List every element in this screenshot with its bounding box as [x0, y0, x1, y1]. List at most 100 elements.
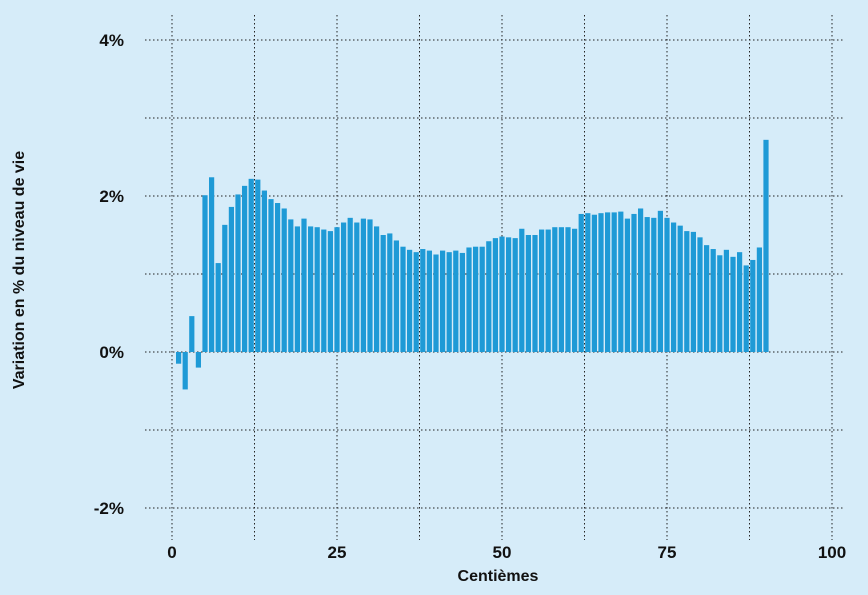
bar [360, 218, 366, 352]
bar [473, 246, 479, 352]
bar [446, 252, 452, 352]
bar [433, 254, 439, 352]
bar [288, 219, 294, 352]
bar [525, 235, 531, 352]
bar [611, 212, 617, 352]
bar [235, 194, 241, 352]
bar [268, 199, 274, 352]
bar [697, 237, 703, 352]
bar [545, 229, 551, 352]
bar [321, 229, 327, 352]
bar [354, 222, 360, 352]
bar [671, 222, 677, 352]
bar [327, 231, 333, 352]
bar [664, 217, 670, 352]
y-tick-label: 2% [99, 187, 124, 206]
y-tick-label: 0% [99, 343, 124, 362]
bar [651, 217, 657, 352]
bar [479, 246, 485, 352]
bar [387, 233, 393, 352]
bar [407, 249, 413, 352]
bar [763, 139, 769, 352]
bar [182, 352, 188, 390]
bar [189, 316, 195, 352]
bar [248, 178, 254, 352]
bar [756, 247, 762, 352]
bar [704, 245, 710, 352]
bar [552, 227, 558, 352]
bar [565, 227, 571, 352]
bar [730, 256, 736, 352]
x-tick-label: 50 [493, 543, 512, 562]
bar [308, 226, 314, 352]
bar [618, 211, 624, 352]
x-tick-labels: 0 25 50 75 100 [167, 543, 846, 562]
x-tick-label: 0 [167, 543, 176, 562]
bar [717, 255, 723, 352]
bar [466, 247, 472, 352]
bar [677, 225, 683, 352]
bar [710, 249, 716, 352]
bar [723, 249, 729, 352]
bar [631, 213, 637, 352]
bars-layer [176, 139, 769, 390]
bar [275, 203, 281, 352]
bar [453, 250, 459, 352]
bar [684, 231, 690, 352]
bar [690, 231, 696, 352]
x-tick-label: 100 [818, 543, 846, 562]
bar [242, 185, 248, 352]
bar [605, 212, 611, 352]
bar [459, 252, 465, 352]
bar [426, 250, 432, 352]
bar [585, 213, 591, 352]
y-axis-title: Variation en % du niveau de vie [11, 151, 28, 389]
bar [598, 213, 604, 352]
bar [380, 235, 386, 352]
bar [737, 252, 743, 352]
bar [176, 352, 182, 364]
y-tick-labels: -2% 0% 2% 4% [94, 31, 124, 518]
bar [294, 226, 300, 352]
bar [750, 259, 756, 352]
bar [638, 208, 644, 352]
bar [420, 249, 426, 352]
bar [195, 352, 201, 368]
bar [261, 190, 267, 352]
bar [624, 218, 630, 352]
y-tick-label: -2% [94, 499, 124, 518]
bar [657, 210, 663, 352]
bar [334, 227, 340, 352]
bar [281, 208, 287, 352]
bar [255, 179, 261, 352]
bar [519, 228, 525, 352]
y-tick-label: 4% [99, 31, 124, 50]
bar [440, 250, 446, 352]
bar [301, 218, 307, 352]
bar [486, 241, 492, 352]
bar [512, 238, 518, 352]
grid-layer [145, 15, 845, 540]
bar [413, 252, 419, 352]
bar [222, 224, 228, 352]
bar [341, 222, 347, 352]
bar [314, 227, 320, 352]
bar [492, 238, 498, 352]
bar [743, 265, 749, 352]
bar [393, 240, 399, 352]
bar [202, 195, 208, 352]
bar [347, 217, 353, 352]
bar [209, 177, 215, 352]
bar [215, 263, 221, 352]
bar [506, 237, 512, 352]
bar [558, 227, 564, 352]
bar [499, 236, 505, 352]
x-tick-label: 75 [658, 543, 677, 562]
bar [539, 229, 545, 352]
bar [572, 228, 578, 352]
bar [591, 214, 597, 352]
bar [578, 213, 584, 352]
bar [400, 246, 406, 352]
